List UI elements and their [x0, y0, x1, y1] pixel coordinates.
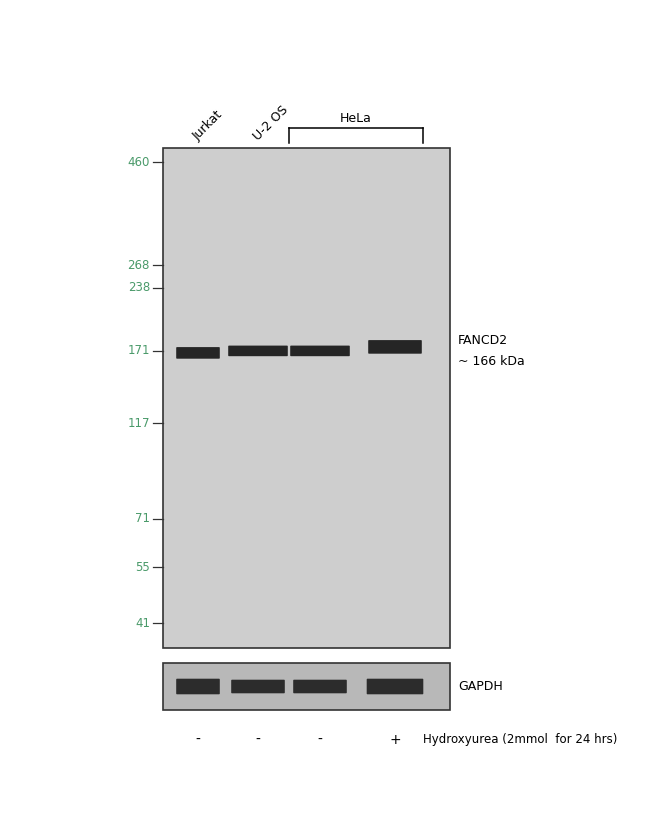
Text: HeLa: HeLa [340, 112, 372, 125]
Text: FANCD2: FANCD2 [458, 334, 508, 347]
Text: 71: 71 [135, 512, 150, 525]
FancyBboxPatch shape [290, 345, 350, 356]
FancyBboxPatch shape [176, 679, 220, 695]
Text: 117: 117 [127, 417, 150, 430]
Text: Hydroxyurea (2mmol  for 24 hrs): Hydroxyurea (2mmol for 24 hrs) [423, 733, 618, 747]
FancyBboxPatch shape [228, 345, 288, 356]
Text: 171: 171 [127, 344, 150, 358]
Text: 41: 41 [135, 617, 150, 630]
Text: U-2 OS: U-2 OS [251, 103, 291, 143]
FancyBboxPatch shape [176, 347, 220, 358]
Text: -: - [196, 733, 200, 747]
Text: ~ 166 kDa: ~ 166 kDa [458, 355, 525, 368]
Text: -: - [255, 733, 261, 747]
Text: 268: 268 [127, 259, 150, 272]
FancyBboxPatch shape [368, 340, 422, 354]
FancyBboxPatch shape [367, 679, 423, 695]
FancyBboxPatch shape [293, 680, 347, 693]
Bar [163, 663, 450, 710]
Text: -: - [318, 733, 322, 747]
Text: 238: 238 [128, 282, 150, 294]
Text: 55: 55 [135, 561, 150, 574]
Text: +: + [389, 733, 401, 747]
Text: GAPDH: GAPDH [458, 680, 502, 693]
Text: 460: 460 [127, 155, 150, 169]
Text: Jurkat: Jurkat [191, 108, 226, 143]
FancyBboxPatch shape [231, 680, 285, 693]
Bar [163, 148, 450, 648]
